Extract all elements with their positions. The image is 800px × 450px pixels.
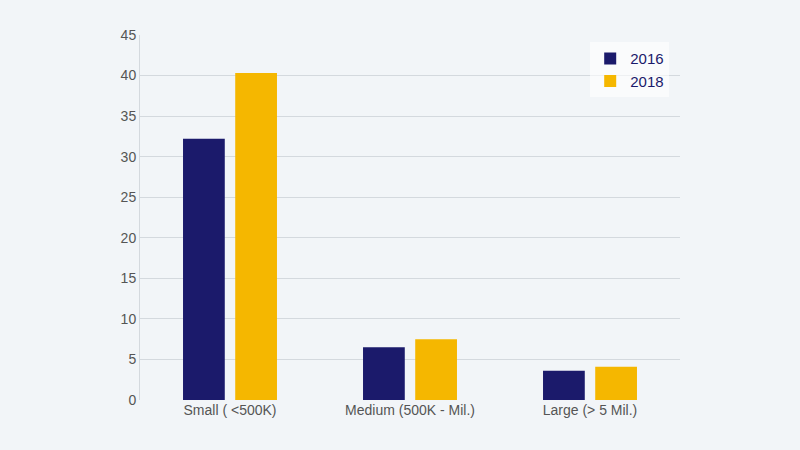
svg-text:15: 15 — [121, 270, 137, 286]
svg-text:5: 5 — [128, 351, 136, 367]
svg-text:Medium (500K - Mil.): Medium (500K - Mil.) — [345, 402, 475, 418]
svg-text:Small ( <500K): Small ( <500K) — [184, 402, 277, 418]
svg-text:30: 30 — [121, 149, 137, 165]
svg-text:35: 35 — [121, 108, 137, 124]
svg-text:40: 40 — [121, 67, 137, 83]
svg-text:45: 45 — [121, 27, 137, 43]
svg-text:25: 25 — [121, 189, 137, 205]
svg-text:Large (> 5 Mil.): Large (> 5 Mil.) — [543, 402, 638, 418]
svg-text:2018: 2018 — [630, 73, 663, 90]
svg-text:20: 20 — [121, 230, 137, 246]
svg-text:2016: 2016 — [630, 50, 663, 67]
svg-text:0: 0 — [128, 392, 136, 408]
svg-text:10: 10 — [121, 311, 137, 327]
